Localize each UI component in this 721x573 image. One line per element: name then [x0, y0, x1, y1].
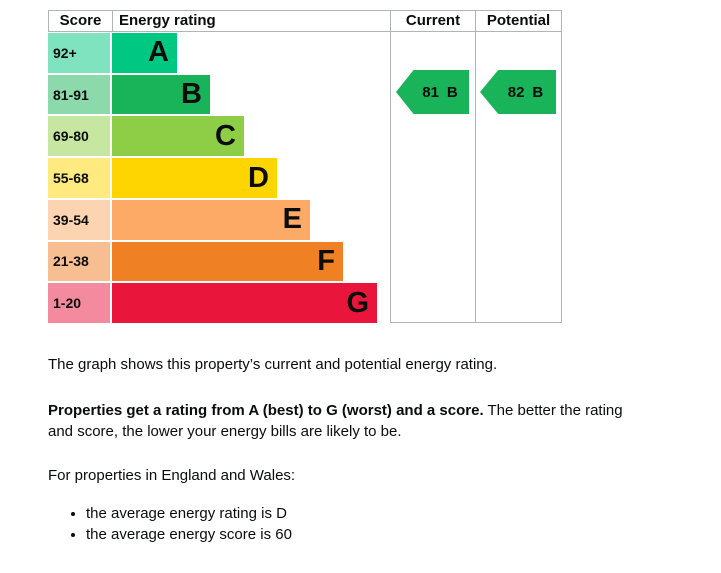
score-range-d: 55-68 — [48, 158, 110, 198]
band-bar-a: A — [112, 33, 177, 73]
potential-rating-score: 82 — [507, 83, 525, 101]
score-range-g: 1-20 — [48, 283, 110, 324]
average-score-item: the average energy score is 60 — [86, 524, 606, 545]
score-range-f: 21-38 — [48, 241, 110, 282]
score-range-c: 69-80 — [48, 116, 110, 157]
current-rating-band-letter: B — [446, 83, 458, 101]
band-row-g: 1-20 G — [48, 283, 390, 324]
band-row-d: 55-68 D — [48, 158, 390, 198]
band-row-a: 92+ A — [48, 33, 390, 73]
header-potential-label: Potential — [475, 11, 562, 31]
table-bottom-border — [390, 322, 562, 323]
current-rating-score: 81 — [422, 83, 439, 101]
potential-column-left-border — [475, 32, 476, 323]
band-bar-f: F — [112, 241, 343, 282]
potential-column-right-border — [561, 32, 562, 323]
chart-header-row: Score Energy rating Current Potential — [48, 10, 562, 32]
score-range-b: 81-91 — [48, 74, 110, 115]
rating-explainer-rest: The better the rating and score, the low… — [48, 402, 623, 440]
averages-list: the average energy rating is D the avera… — [64, 503, 606, 545]
band-row-b: 81-91 B — [48, 74, 390, 115]
regions-paragraph: For properties in England and Wales: — [48, 467, 296, 484]
potential-rating-arrow: 82 B — [480, 70, 556, 114]
band-bar-d: D — [112, 158, 277, 198]
epc-rating-chart: Score Energy rating Current Potential 92… — [48, 10, 562, 324]
intro-paragraph: The graph shows this property’s current … — [48, 356, 498, 373]
score-range-a: 92+ — [48, 33, 110, 73]
band-bar-c: C — [112, 116, 244, 157]
score-range-e: 39-54 — [48, 199, 110, 240]
header-score-label: Score — [48, 11, 112, 31]
band-row-e: 39-54 E — [48, 199, 390, 240]
band-row-c: 69-80 C — [48, 116, 390, 157]
potential-rating-band-letter: B — [532, 83, 544, 101]
current-column-left-border — [390, 32, 391, 323]
band-bar-g: G — [112, 283, 377, 324]
rating-explainer-bold: Properties get a rating from A (best) to… — [48, 402, 484, 419]
header-current-label: Current — [390, 11, 475, 31]
band-row-f: 21-38 F — [48, 241, 390, 282]
header-energy-rating-label: Energy rating — [112, 11, 390, 31]
rating-explainer-paragraph: Properties get a rating from A (best) to… — [48, 400, 628, 442]
current-rating-arrow: 81 B — [396, 70, 469, 114]
rating-bands: 92+ A 81-91 B 69-80 C 55-68 D 39-54 E 21… — [48, 33, 390, 324]
average-rating-item: the average energy rating is D — [86, 503, 606, 524]
band-bar-b: B — [112, 74, 210, 115]
band-bar-e: E — [112, 199, 310, 240]
